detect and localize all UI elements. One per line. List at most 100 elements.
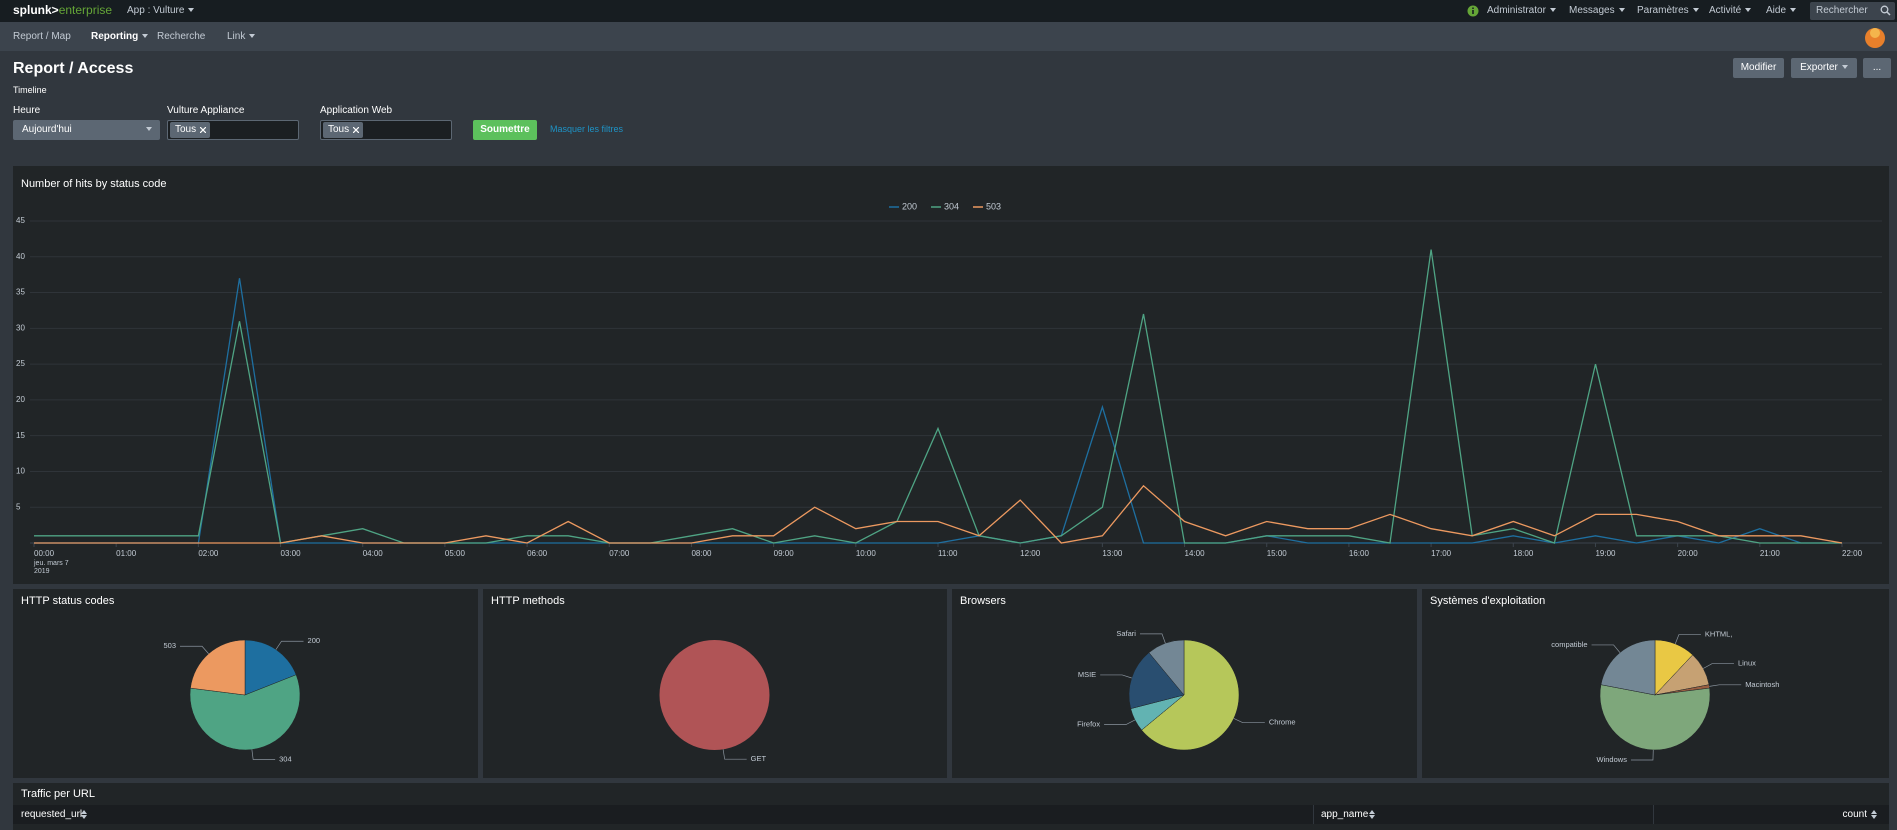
pie-panel: Browsers Chrome Firefox MSIE Safari <box>952 589 1417 778</box>
x-tick-label: 14:00 <box>1185 549 1206 558</box>
column-header[interactable]: count <box>1842 809 1867 820</box>
pie-slice <box>1600 639 1656 696</box>
chip-text: Tous <box>175 124 197 135</box>
y-tick-label: 40 <box>16 252 25 261</box>
pie-slice <box>1148 639 1185 696</box>
column-divider <box>1313 805 1314 824</box>
slice-label: Macintosh <box>1745 680 1779 689</box>
more-button[interactable]: ... <box>1863 58 1891 78</box>
menu-item[interactable]: Activité <box>1709 5 1751 16</box>
app-menu[interactable]: App : Vulture <box>127 5 194 16</box>
y-tick-label: 20 <box>16 395 25 404</box>
x-tick-label: 15:00 <box>1267 549 1288 558</box>
filter-label: Vulture Appliance <box>167 105 245 116</box>
appliance-input[interactable]: Tous <box>167 120 299 140</box>
pie-slice <box>189 674 301 751</box>
table-header: requested_url app_name count <box>13 805 1889 824</box>
menu-item[interactable]: Aide <box>1766 5 1796 16</box>
time-select[interactable]: Aujourd'hui <box>13 120 160 140</box>
x-tick-label: 18:00 <box>1513 549 1534 558</box>
column-divider <box>1653 805 1654 824</box>
nav-link[interactable]: Report / Map <box>13 31 71 42</box>
chart-title: Browsers <box>960 595 1006 607</box>
x-tick-label: 08:00 <box>691 549 712 558</box>
chip[interactable]: Tous <box>323 122 364 138</box>
y-tick-label: 30 <box>16 323 25 332</box>
leader-line <box>251 749 276 760</box>
x-date-label: jeu. mars 7 <box>33 560 69 567</box>
leader-line <box>275 640 304 650</box>
search-placeholder: Rechercher <box>1816 5 1868 16</box>
x-tick-label: 22:00 <box>1842 549 1863 558</box>
x-tick-label: 05:00 <box>445 549 466 558</box>
nav-link[interactable]: Recherche <box>157 31 206 42</box>
chart-title: HTTP methods <box>491 595 565 607</box>
x-tick-label: 13:00 <box>1102 549 1123 558</box>
series-line <box>34 278 1842 544</box>
x-tick-label: 00:00 <box>34 549 55 558</box>
leader-line <box>1139 633 1166 644</box>
x-date-label: 2019 <box>34 568 50 575</box>
select-caret <box>142 124 152 135</box>
chip-text: Tous <box>328 124 350 135</box>
nav-link[interactable]: Link <box>227 31 255 42</box>
slice-label: Chrome <box>1269 718 1296 727</box>
slice-label: Windows <box>1597 755 1628 764</box>
y-tick-label: 10 <box>16 467 25 476</box>
x-tick-label: 20:00 <box>1678 549 1699 558</box>
slice-label: Linux <box>1738 659 1756 668</box>
pie-panel: HTTP methods GET <box>483 589 947 778</box>
x-tick-label: 12:00 <box>1020 549 1041 558</box>
chip-remove[interactable] <box>353 127 360 133</box>
edit-button[interactable]: Modifier <box>1733 58 1784 78</box>
slice-label: 200 <box>308 636 321 645</box>
slice-label: Firefox <box>1077 719 1100 728</box>
pie-slice <box>1599 684 1711 751</box>
leader-line <box>1591 644 1621 653</box>
search-icon <box>1880 5 1891 16</box>
sort-icon <box>81 810 87 819</box>
legend-label: 200 <box>902 201 917 211</box>
chart-title: Number of hits by status code <box>21 178 167 190</box>
x-tick-label: 06:00 <box>527 549 548 558</box>
pie-panel: HTTP status codes 200 304 503 <box>13 589 478 778</box>
leader-line <box>180 645 209 654</box>
webapp-input[interactable]: Tous <box>320 120 452 140</box>
brand: splunk>enterprise <box>13 3 112 17</box>
column-header[interactable]: app_name <box>1321 809 1369 820</box>
chart-title: Systèmes d'exploitation <box>1430 595 1545 607</box>
leader-line <box>1104 719 1136 725</box>
page-subtitle: Timeline <box>13 85 47 95</box>
y-tick-label: 45 <box>16 216 25 225</box>
submit-button[interactable]: Soumettre <box>473 120 537 140</box>
hide-filters-link[interactable]: Masquer les filtres <box>550 124 624 134</box>
pie-slice <box>190 639 246 696</box>
column-header[interactable]: requested_url <box>21 809 83 820</box>
chip-remove[interactable] <box>200 127 207 133</box>
slice-label: 304 <box>279 754 292 763</box>
x-tick-label: 02:00 <box>198 549 219 558</box>
brand-enterprise: enterprise <box>58 3 113 17</box>
x-tick-label: 19:00 <box>1595 549 1616 558</box>
avatar[interactable] <box>1862 24 1888 50</box>
time-value: Aujourd'hui <box>22 124 72 135</box>
slice-label: GET <box>751 754 767 763</box>
export-button[interactable]: Exporter <box>1791 58 1857 78</box>
chip[interactable]: Tous <box>170 122 211 138</box>
y-tick-label: 35 <box>16 288 25 297</box>
sort-icon <box>1369 810 1375 819</box>
y-tick-label: 25 <box>16 359 25 368</box>
sort-icon <box>1871 810 1877 819</box>
leader-line <box>722 749 747 760</box>
slice-label: MSIE <box>1078 670 1096 679</box>
y-tick-label: 5 <box>16 502 21 511</box>
menu-item[interactable]: Paramètres <box>1637 5 1699 16</box>
x-tick-label: 17:00 <box>1431 549 1452 558</box>
leader-line <box>1630 749 1654 761</box>
menu-item[interactable]: Messages <box>1569 5 1625 16</box>
menu-item[interactable]: Administrator <box>1487 5 1556 16</box>
search-box[interactable]: Rechercher <box>1810 2 1895 20</box>
nav-link[interactable]: Reporting <box>91 31 148 42</box>
y-tick-label: 15 <box>16 431 25 440</box>
table-panel: Traffic per URL requested_url app_name c… <box>13 783 1889 830</box>
